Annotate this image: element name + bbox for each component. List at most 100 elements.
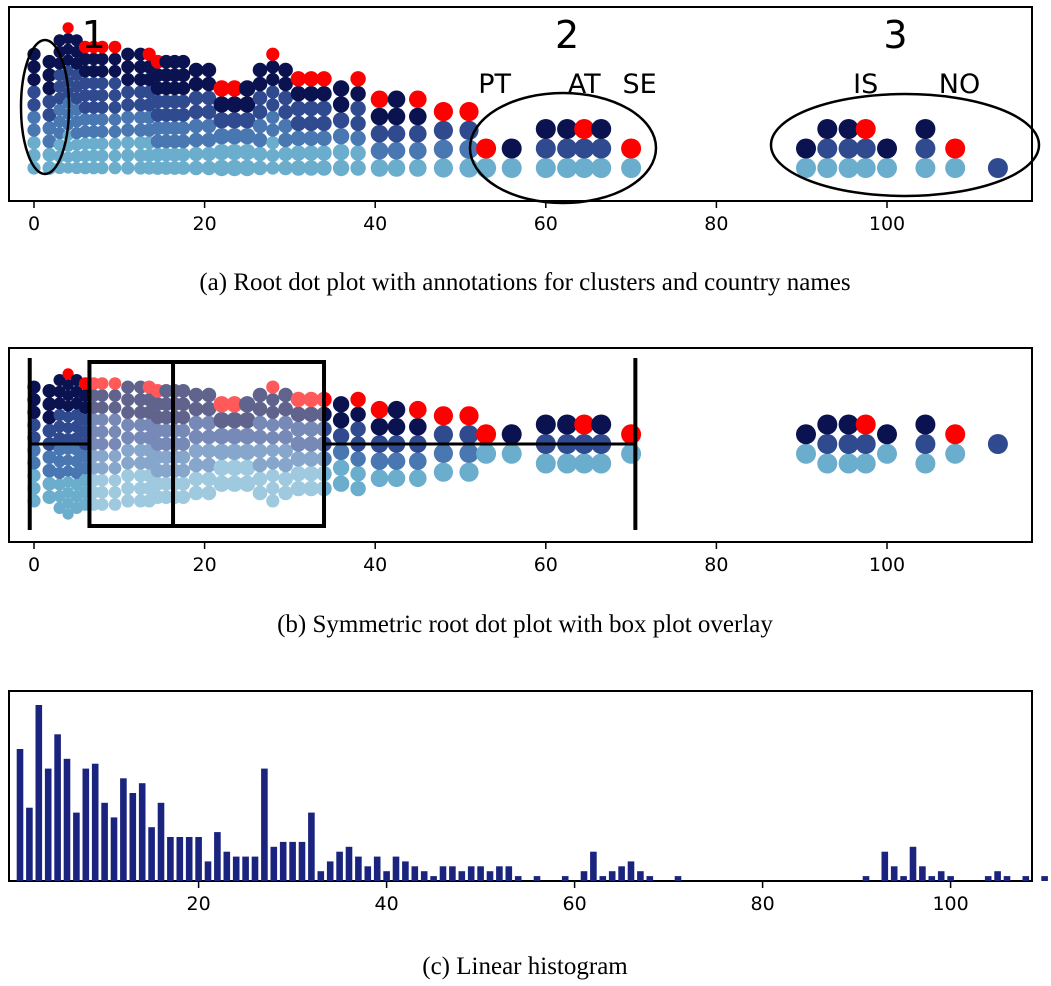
dot-b-23-7 (278, 387, 293, 403)
dot-b-32-0 (433, 462, 453, 482)
a-tick-label-3: 60 (534, 213, 558, 235)
dot-a-43-1 (838, 138, 859, 159)
hist-bar-45 (430, 876, 437, 881)
panel-a-annotations: 1 2 3 PT AT SE IS NO (19, 13, 1041, 205)
dot-a-29-4 (370, 90, 389, 109)
cluster-label-3: 3 (883, 13, 907, 57)
hist-bar-25 (242, 856, 249, 881)
dot-a-24-5 (290, 86, 307, 102)
dot-a-27-1 (332, 143, 350, 161)
c-tick-label-0: 20 (187, 893, 211, 915)
dot-b-33-1 (459, 443, 479, 463)
panel-a-root-dot-plot: 1 2 3 PT AT SE IS NO 0 20 40 60 80 100 (a) Root dot … (8, 6, 1041, 296)
dot-a-26-0 (316, 160, 332, 176)
dot-a-0-3 (27, 123, 41, 137)
dot-b-25-1 (303, 466, 319, 482)
dot-a-16-4 (188, 104, 204, 120)
dot-a-17-7 (201, 62, 217, 78)
hist-bar-40 (383, 871, 390, 881)
dot-a-31-3 (409, 107, 427, 126)
hist-bar-22 (214, 832, 221, 881)
panel-b-caption: (b) Symmetric root dot plot with box plo… (277, 611, 773, 638)
dot-a-45-0 (877, 158, 897, 178)
c-tick-label-1: 40 (375, 893, 399, 915)
dot-b-25-5 (303, 406, 319, 422)
dot-a-9-5 (121, 98, 135, 112)
dot-b-7-9 (95, 389, 109, 402)
hist-bar-48 (458, 871, 466, 881)
c-tick-label-4: 100 (932, 893, 968, 915)
dot-b-31-0 (409, 469, 427, 488)
dot-b-47-0 (945, 443, 966, 464)
dot-b-8-9 (108, 389, 122, 402)
dot-a-23-3 (278, 118, 293, 134)
dot-b-22-4 (266, 443, 280, 457)
dot-b-9-5 (121, 431, 135, 445)
hist-bar-64 (608, 871, 616, 881)
dot-b-2-6 (53, 432, 66, 445)
dot-b-20-5 (239, 396, 256, 413)
hist-bar-63 (599, 876, 607, 881)
dot-a-17-2 (201, 132, 217, 148)
dot-a-7-5 (95, 101, 109, 114)
panel-c-x-axis: 20 40 60 80 100 (187, 881, 969, 915)
dot-b-24-6 (290, 391, 307, 408)
dot-a-22-9 (266, 47, 280, 61)
dot-a-8-2 (108, 137, 122, 151)
dot-b-18-2 (213, 443, 230, 461)
hist-bar-17 (167, 837, 174, 881)
dot-a-9-7 (121, 72, 135, 87)
dot-a-23-5 (278, 90, 293, 106)
dot-b-17-4 (201, 429, 217, 445)
dot-b-15-6 (176, 410, 191, 425)
dot-b-36-0 (535, 453, 556, 474)
dot-a-42-1 (817, 138, 838, 159)
dot-a-32-2 (433, 120, 453, 140)
dot-b-7-7 (95, 413, 109, 427)
dot-a-8-8 (108, 64, 122, 78)
dot-a-46-0 (915, 158, 936, 178)
dot-a-23-4 (278, 104, 293, 120)
dot-b-7-1 (95, 486, 109, 499)
dot-a-36-0 (535, 158, 556, 178)
dot-a-30-1 (387, 142, 406, 160)
dot-b-21-7 (252, 387, 268, 403)
dot-b-32-3 (433, 406, 453, 426)
dot-b-21-6 (252, 401, 268, 417)
dot-a-7-1 (95, 149, 109, 163)
dot-a-7-2 (95, 137, 109, 151)
hist-bar-65 (618, 866, 625, 881)
dot-b-18-5 (213, 396, 230, 413)
dot-b-44-0 (855, 453, 876, 474)
dot-a-30-2 (387, 124, 406, 143)
panel-b-frame (8, 347, 1033, 543)
dot-b-46-2 (915, 414, 936, 435)
dot-b-40-0 (621, 443, 642, 464)
dot-b-2-4 (53, 455, 66, 468)
country-label-PT: PT (478, 69, 511, 100)
dot-b-43-1 (838, 434, 859, 454)
dot-b-25-3 (303, 436, 319, 452)
dot-a-31-4 (409, 90, 427, 109)
dot-a-27-5 (332, 80, 350, 97)
hist-bar-33 (317, 871, 325, 881)
dot-b-17-3 (201, 443, 217, 459)
dot-b-8-5 (108, 437, 122, 451)
dot-a-24-3 (290, 115, 307, 132)
dot-b-42-1 (817, 434, 838, 454)
dot-b-31-1 (409, 452, 427, 471)
dot-b-42-0 (817, 453, 838, 474)
dot-b-15-1 (176, 476, 191, 491)
dot-a-44-2 (855, 119, 876, 139)
hist-bar-29 (279, 841, 287, 881)
dot-b-27-3 (332, 427, 350, 445)
dot-b-7-3 (95, 461, 109, 475)
hist-bar-54 (514, 876, 522, 881)
dot-a-29-0 (370, 159, 389, 177)
dot-b-23-1 (278, 471, 293, 487)
hist-bar-38 (364, 866, 372, 881)
dot-b-44-1 (855, 434, 876, 454)
dot-b-19-1 (226, 459, 243, 476)
country-label-IS: IS (853, 69, 878, 100)
dot-b-27-1 (332, 459, 350, 476)
